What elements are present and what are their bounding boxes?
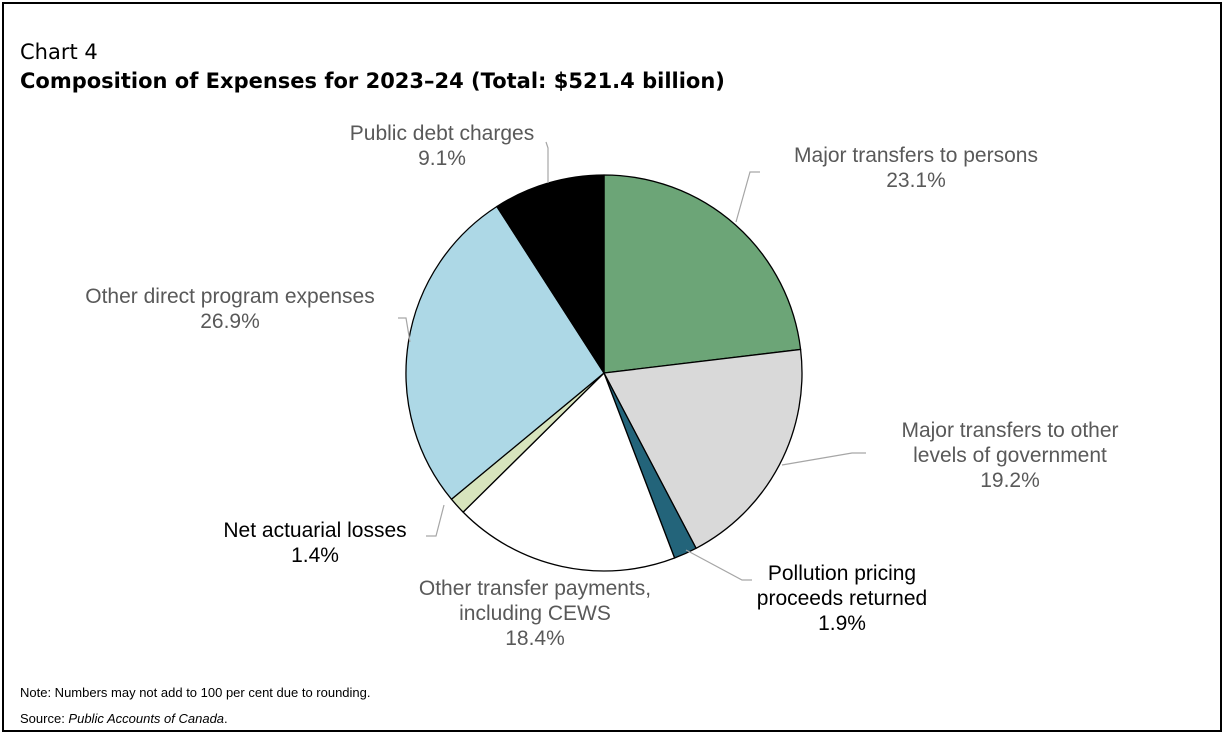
slice-name-line: Net actuarial losses	[223, 519, 406, 542]
slice-name-line: Public debt charges	[350, 122, 534, 145]
slice-value-label: 1.9%	[818, 612, 866, 635]
slice-label-other-transfer-payments-including-cews: Other transfer payments, including CEWS 18…	[419, 577, 651, 650]
slice-label-major-transfers-to-other-levels-of-government: Major transfers to other levels of govern…	[901, 419, 1118, 492]
leader-lines	[398, 141, 866, 581]
pie-slice-other-direct-program-expenses	[405, 205, 605, 500]
slice-name-line: Pollution pricing	[768, 562, 916, 585]
slice-name-line: Major transfers to other	[901, 419, 1118, 442]
leader-line-other-direct-program-expenses	[398, 317, 411, 343]
slice-name-line: Other direct program expenses	[85, 285, 374, 308]
slice-value-label: 18.4%	[505, 627, 565, 650]
source-prefix: Source:	[20, 711, 69, 726]
leader-line-pollution-pricing-proceeds-returned	[685, 549, 752, 581]
slice-value-label: 9.1%	[418, 147, 466, 170]
slice-value-label: 26.9%	[200, 310, 260, 333]
slice-labels: Major transfers to persons 23.1%Major tra…	[85, 122, 1118, 650]
pie-slice-public-debt-charges	[496, 174, 605, 374]
slice-label-net-actuarial-losses: Net actuarial losses 1.4%	[223, 519, 406, 567]
slice-name-line: including CEWS	[459, 602, 611, 625]
slice-value-label: 19.2%	[980, 469, 1040, 492]
source-suffix: .	[224, 711, 228, 726]
pie-slice-major-transfers-to-other-levels-of-government	[603, 348, 803, 549]
slice-name-line: proceeds returned	[757, 587, 927, 610]
chart-source: Source: Public Accounts of Canada.	[20, 711, 228, 726]
chart-title: Composition of Expenses for 2023–24 (Tot…	[20, 69, 725, 93]
slice-name-line: levels of government	[913, 444, 1107, 467]
chart-note: Note: Numbers may not add to 100 per cen…	[20, 685, 371, 700]
slice-name-line: Other transfer payments,	[419, 577, 651, 600]
pie-slice-other-transfer-payments-including-cews	[462, 372, 676, 572]
slice-label-pollution-pricing-proceeds-returned: Pollution pricing proceeds returned 1.9%	[757, 562, 927, 635]
source-title: Public Accounts of Canada	[68, 711, 225, 726]
slice-label-major-transfers-to-persons: Major transfers to persons 23.1%	[794, 144, 1038, 192]
slice-name-line: Major transfers to persons	[794, 144, 1038, 167]
slice-label-public-debt-charges: Public debt charges 9.1%	[350, 122, 534, 170]
slice-value-label: 23.1%	[886, 169, 946, 192]
leader-line-major-transfers-to-other-levels-of-government	[781, 452, 866, 466]
chart-number: Chart 4	[20, 40, 98, 64]
pie-slice-major-transfers-to-persons	[603, 174, 802, 374]
leader-line-net-actuarial-losses	[426, 504, 445, 537]
pie-slices	[405, 174, 803, 572]
leader-line-major-transfers-to-persons	[735, 171, 760, 223]
slice-value-label: 1.4%	[291, 544, 339, 567]
slice-label-other-direct-program-expenses: Other direct program expenses 26.9%	[85, 285, 374, 333]
leader-line-public-debt-charges	[545, 141, 549, 183]
